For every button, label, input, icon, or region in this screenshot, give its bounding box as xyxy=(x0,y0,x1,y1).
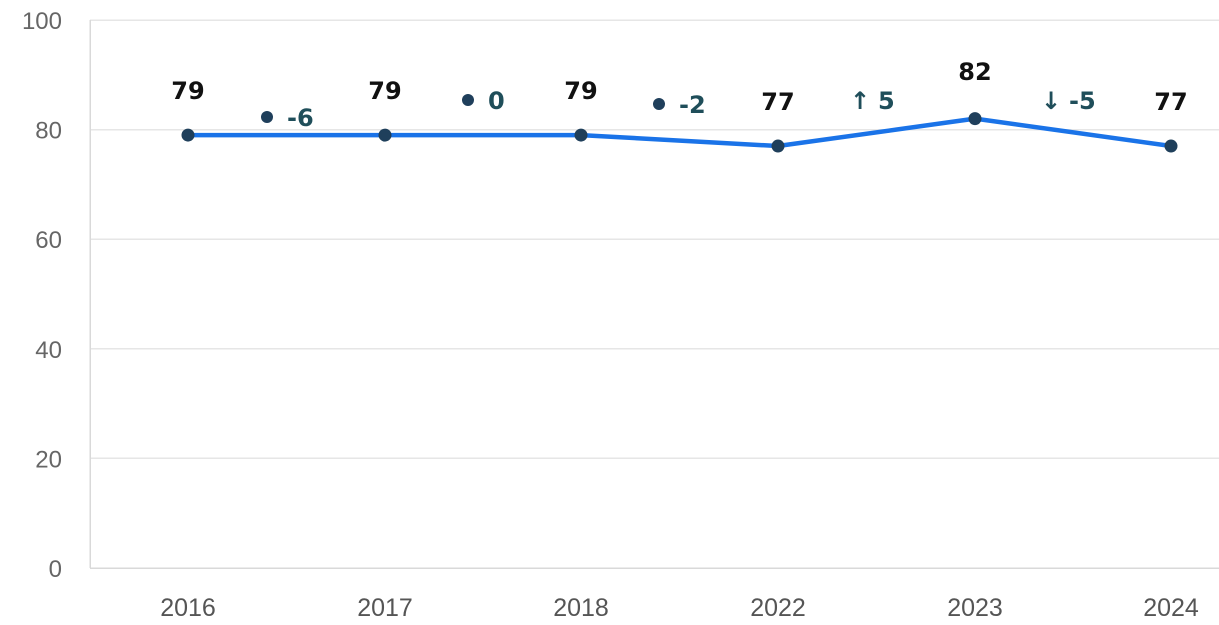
data-label-2017: 79 xyxy=(368,77,401,105)
change-value: -2 xyxy=(679,91,706,119)
change-annotation: ↑ 5 xyxy=(850,87,895,115)
data-label-2016: 79 xyxy=(171,77,204,105)
y-tick-label: 0 xyxy=(49,556,62,583)
change-annotation: 0 xyxy=(462,87,505,115)
x-tick-label: 2023 xyxy=(947,594,1003,622)
change-annotation: ↓ -5 xyxy=(1041,87,1096,115)
change-value: 5 xyxy=(878,87,895,115)
change-annotation: -2 xyxy=(653,91,706,119)
data-label-2018: 79 xyxy=(564,77,597,105)
data-point-2023 xyxy=(968,112,982,126)
x-tick-label: 2024 xyxy=(1143,594,1199,622)
arrow-up-icon: ↑ xyxy=(850,87,870,115)
change-value: -6 xyxy=(287,104,314,132)
change-dot-icon xyxy=(462,94,474,106)
change-annotation: -6 xyxy=(261,104,314,132)
data-point-2022 xyxy=(771,139,785,153)
data-label-2022: 77 xyxy=(761,88,794,116)
change-dot-icon xyxy=(653,98,665,110)
y-tick-label: 80 xyxy=(35,118,62,145)
arrow-down-icon: ↓ xyxy=(1041,87,1061,115)
x-tick-label: 2017 xyxy=(357,594,413,622)
data-label-2024: 77 xyxy=(1154,88,1187,116)
change-value: -5 xyxy=(1069,87,1096,115)
grid-layer xyxy=(90,19,1219,460)
data-point-2016 xyxy=(181,128,195,142)
x-tick-label: 2016 xyxy=(160,594,216,622)
series-layer xyxy=(181,112,1178,153)
data-point-2018 xyxy=(574,128,588,142)
y-tick-label: 20 xyxy=(35,446,62,473)
y-tick-label: 40 xyxy=(35,337,62,364)
data-point-2024 xyxy=(1164,139,1178,153)
data-label-2023: 82 xyxy=(958,58,991,86)
x-tick-label: 2022 xyxy=(750,594,806,622)
change-value: 0 xyxy=(488,87,505,115)
change-dot-icon xyxy=(261,111,273,123)
data-point-2017 xyxy=(378,128,392,142)
y-tick-label: 100 xyxy=(22,8,62,35)
axis-layer: 0 20 40 60 80 100 2016 2017 2018 2022 2023 2024 xyxy=(22,8,1219,622)
y-tick-label: 60 xyxy=(35,227,62,254)
x-tick-label: 2018 xyxy=(553,594,609,622)
series-line xyxy=(185,116,1174,149)
